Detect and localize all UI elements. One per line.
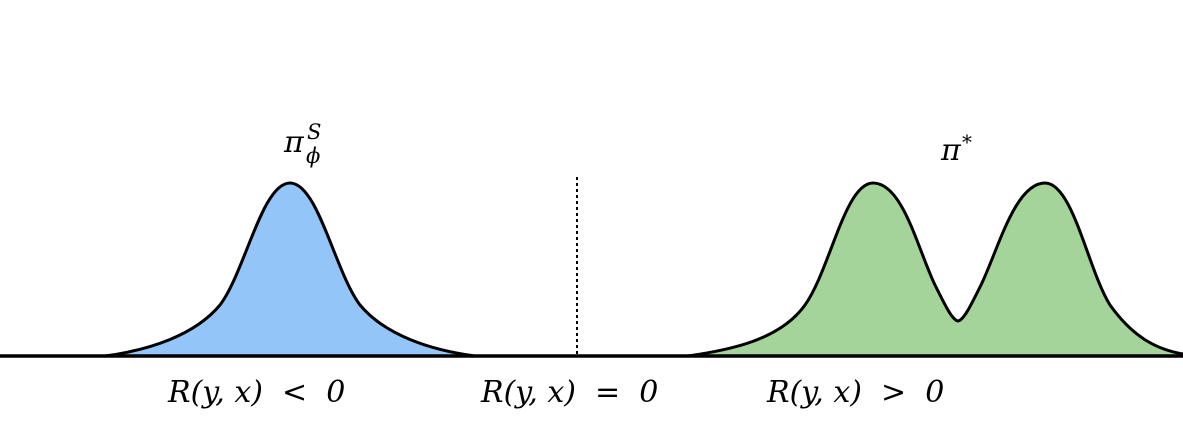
region-zero-label: R(y, x) = 0 xyxy=(480,375,658,410)
optimal-policy-label: π xyxy=(940,133,962,168)
region-negative-label: R(y, x) < 0 xyxy=(167,375,345,410)
region-positive-label: R(y, x) > 0 xyxy=(766,375,944,410)
source-policy-label-sup: S xyxy=(307,120,321,144)
optimal-policy-label-sup: * xyxy=(962,130,972,154)
source-policy-distribution xyxy=(103,181,477,358)
source-policy-label-sub: ϕ xyxy=(306,144,320,168)
source-policy-label: π xyxy=(283,125,305,160)
optimal-policy-distribution xyxy=(686,181,1183,358)
